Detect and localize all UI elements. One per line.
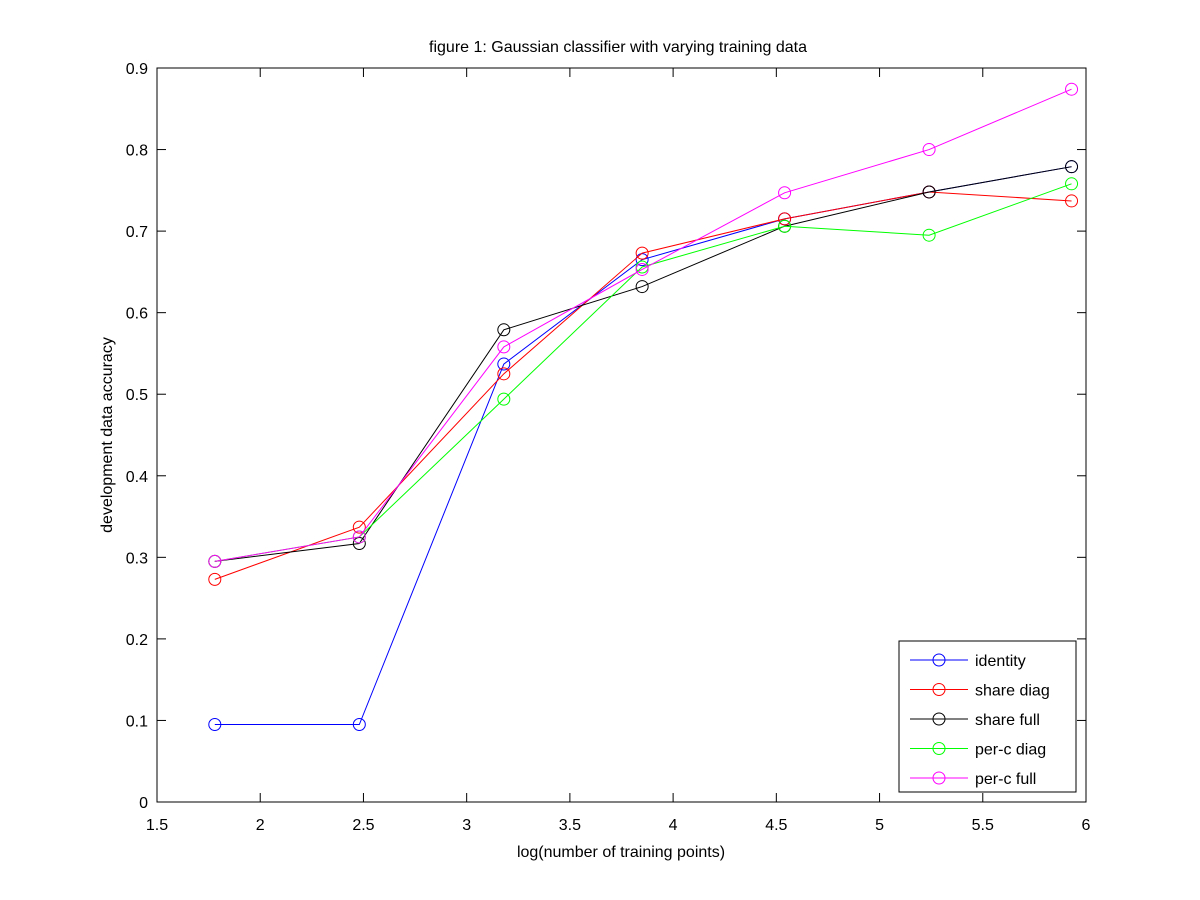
x-tick-label: 3.5: [559, 817, 581, 834]
legend-item-per-c-diag: per-c diag: [910, 742, 1046, 759]
x-tick-label: 3: [462, 817, 471, 834]
x-tick-label: 2: [256, 817, 265, 834]
data-point-share-diag: [497, 367, 511, 381]
data-point-identity: [352, 718, 366, 732]
data-point-share-diag: [352, 520, 366, 534]
series-line-share-full: [214, 166, 1072, 562]
data-point-share-diag: [635, 246, 649, 260]
series-layer: [208, 82, 1079, 732]
x-tick-label: 2.5: [352, 817, 374, 834]
data-point-per-c-diag: [497, 392, 511, 406]
data-point-per-c-full: [352, 530, 366, 544]
y-tick-label: 0.1: [126, 713, 148, 730]
y-tick-label: 0.3: [126, 550, 148, 567]
legend-swatch-marker: [932, 712, 946, 726]
legend-item-share-full: share full: [910, 712, 1040, 729]
legend-label: per-c diag: [975, 742, 1046, 759]
x-tick-label: 1.5: [146, 817, 168, 834]
y-tick-label: 0.8: [126, 143, 148, 160]
data-point-identity: [208, 718, 222, 732]
y-tick-label: 0.2: [126, 632, 148, 649]
x-tick-label: 6: [1082, 817, 1091, 834]
data-point-share-full: [1065, 160, 1079, 174]
legend-label: share diag: [975, 683, 1050, 700]
x-axis-title: log(number of training points): [517, 844, 725, 861]
y-tick-label: 0.5: [126, 387, 148, 404]
data-point-per-c-full: [778, 186, 792, 200]
data-point-share-full: [922, 185, 936, 199]
data-point-per-c-full: [208, 554, 222, 568]
series-line-per-c-full: [214, 88, 1072, 562]
data-point-share-diag: [778, 212, 792, 226]
data-point-per-c-full: [635, 262, 649, 276]
data-point-per-c-full: [922, 143, 936, 157]
y-tick-label: 0.4: [126, 469, 148, 486]
legend-swatch-marker: [932, 653, 946, 667]
data-point-identity: [497, 357, 511, 371]
legend-swatch-marker: [932, 742, 946, 755]
legend-swatch-marker: [932, 683, 946, 696]
data-point-share-full: [497, 323, 511, 337]
x-tick-label: 4: [669, 817, 678, 834]
series-per-c-full: [208, 82, 1079, 568]
chart-title: figure 1: Gaussian classifier with varyi…: [429, 39, 807, 56]
legend-label: per-c full: [975, 771, 1036, 788]
data-point-per-c-diag: [922, 228, 936, 242]
legend-item-identity: identity: [910, 653, 1026, 670]
y-tick-label: 0.9: [126, 61, 148, 78]
x-axis: 1.5 2 2.5 3 3.5 4 4.5 5 5.5 6: [146, 68, 1091, 834]
y-axis-title: development data accuracy: [99, 337, 116, 533]
x-tick-label: 5.5: [972, 817, 994, 834]
data-point-share-diag: [208, 572, 222, 586]
legend: identity share diag share full per-c diag pe…: [898, 640, 1077, 793]
x-tick-label: 5: [875, 817, 884, 834]
data-point-share-full: [635, 280, 649, 294]
legend-box: [898, 640, 1077, 793]
data-point-per-c-diag: [1065, 177, 1079, 191]
y-tick-label: 0: [139, 795, 148, 812]
legend-swatch-marker: [932, 771, 946, 785]
legend-item-per-c-full: per-c full: [910, 771, 1036, 788]
y-tick-label: 0.7: [126, 224, 148, 241]
y-tick-label: 0.6: [126, 306, 148, 323]
data-point-per-c-diag: [778, 219, 792, 233]
data-point-share-diag: [1065, 194, 1079, 208]
data-point-per-c-full: [1065, 82, 1079, 96]
data-point-share-full: [352, 536, 366, 550]
legend-item-share-diag: share diag: [910, 683, 1050, 700]
legend-label: share full: [975, 712, 1040, 729]
y-axis: 0 0.1 0.2 0.3 0.4 0.5 0.6 0.7 0.8 0.9: [126, 61, 1086, 812]
legend-label: identity: [975, 653, 1026, 670]
x-tick-label: 4.5: [765, 817, 787, 834]
data-point-per-c-full: [497, 340, 511, 354]
